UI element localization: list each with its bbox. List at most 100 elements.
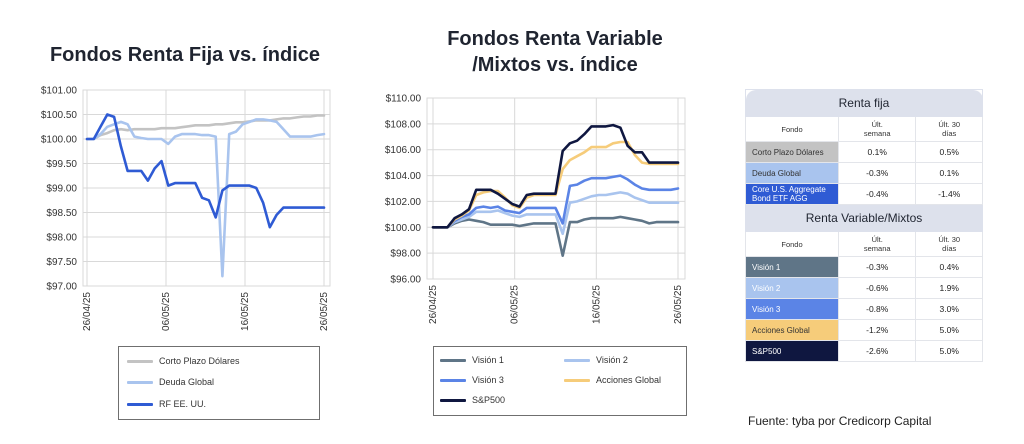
table-row: Corto Plazo Dólares 0.1% 0.5% xyxy=(745,141,983,163)
table-row: Acciones Global -1.2% 5.0% xyxy=(745,319,983,341)
month-return-cell: 5.0% xyxy=(915,319,983,341)
legend-label: Visión 2 xyxy=(596,355,628,365)
fund-name-cell: Visión 3 xyxy=(745,298,839,320)
y-tick-label: $108.00 xyxy=(385,119,422,130)
header-week: Últ. semana xyxy=(837,116,917,142)
header-30-days: Últ. 30 días xyxy=(915,231,983,257)
x-tick-label: 26/04/25 xyxy=(82,292,93,331)
legend-swatch xyxy=(440,378,466,382)
column-header-row: Fondo Últ. semana Últ. 30 días xyxy=(745,116,983,142)
performance-table: Renta fija Fondo Últ. semana Últ. 30 días Co… xyxy=(745,89,983,362)
x-tick-label: 16/05/25 xyxy=(591,285,602,324)
legend-item: Visión 2 xyxy=(564,355,628,365)
header-30-days: Últ. 30 días xyxy=(915,116,983,142)
variable-income-chart-title: Fondos Renta Variable /Mixtos vs. índice xyxy=(447,28,663,76)
legend-label: Corto Plazo Dólares xyxy=(159,356,240,366)
legend-item: Visión 1 xyxy=(440,355,504,365)
y-tick-label: $106.00 xyxy=(385,145,422,156)
y-tick-label: $97.00 xyxy=(46,282,77,293)
y-tick-label: $99.50 xyxy=(46,159,77,170)
week-return-cell: -0.8% xyxy=(837,298,917,320)
variable-income-chart: $110.00 $108.00 $106.00 $104.00 $102.00 $100.… xyxy=(385,94,686,324)
legend-swatch xyxy=(564,378,590,382)
series-line xyxy=(85,114,326,141)
fund-name-cell: S&P500 xyxy=(745,340,839,362)
legend-item: Corto Plazo Dólares xyxy=(127,356,240,366)
table-row: Visión 3 -0.8% 3.0% xyxy=(745,298,983,320)
week-return-cell: 0.1% xyxy=(837,141,917,163)
fixed-income-chart-title: Fondos Renta Fija vs. índice xyxy=(49,44,321,66)
week-return-cell: -2.6% xyxy=(837,340,917,362)
source-note: Fuente: tyba por Credicorp Capital xyxy=(748,414,932,428)
fund-name-cell: Visión 1 xyxy=(745,256,839,278)
renta-fija-header: Renta fija xyxy=(745,89,983,117)
x-tick-label: 26/04/25 xyxy=(428,285,439,324)
legend-item: S&P500 xyxy=(440,395,505,405)
series-line xyxy=(431,191,680,236)
series-line xyxy=(85,113,326,229)
y-tick-label: $100.50 xyxy=(41,110,78,121)
month-return-cell: -1.4% xyxy=(915,183,983,205)
variable-income-legend: Visión 1 Visión 2 Visión 3 Acciones Glob… xyxy=(433,346,687,416)
week-return-cell: -0.4% xyxy=(837,183,917,205)
legend-swatch xyxy=(127,380,153,384)
table-row: Visión 2 -0.6% 1.9% xyxy=(745,277,983,299)
x-tick-label: 06/05/25 xyxy=(161,292,172,331)
table-row: Core U.S. Aggregate Bond ETF AGG -0.4% -1.… xyxy=(745,183,983,205)
y-tick-label: $98.50 xyxy=(46,208,77,219)
month-return-cell: 3.0% xyxy=(915,298,983,320)
table-row: Deuda Global -0.3% 0.1% xyxy=(745,162,983,184)
legend-swatch xyxy=(127,359,153,363)
legend-label: Deuda Global xyxy=(159,377,215,387)
header-fund: Fondo xyxy=(745,231,839,257)
legend-label: S&P500 xyxy=(472,395,506,405)
y-tick-label: $102.00 xyxy=(385,197,422,208)
y-tick-label: $110.00 xyxy=(386,94,422,105)
x-tick-label: 16/05/25 xyxy=(240,292,251,331)
series-line xyxy=(431,215,680,257)
y-tick-label: $104.00 xyxy=(385,171,422,182)
month-return-cell: 0.5% xyxy=(915,141,983,163)
fixed-income-legend: Corto Plazo Dólares Deuda Global RF EE. … xyxy=(118,346,320,420)
section-header-row: Renta fija xyxy=(745,89,983,117)
section-header-row: Renta Variable/Mixtos xyxy=(745,204,983,232)
x-tick-label: 06/05/25 xyxy=(510,285,521,324)
month-return-cell: 0.1% xyxy=(915,162,983,184)
series-line xyxy=(85,118,326,278)
legend-label: RF EE. UU. xyxy=(159,399,207,409)
legend-label: Visión 1 xyxy=(472,355,504,365)
legend-item: RF EE. UU. xyxy=(127,399,206,409)
legend-item: Acciones Global xyxy=(564,375,661,385)
month-return-cell: 0.4% xyxy=(915,256,983,278)
header-week: Últ. semana xyxy=(837,231,917,257)
y-tick-label: $98.00 xyxy=(46,233,77,244)
renta-variable-header: Renta Variable/Mixtos xyxy=(745,204,983,232)
legend-item: Visión 3 xyxy=(440,375,504,385)
fund-name-cell: Corto Plazo Dólares xyxy=(745,141,839,163)
y-tick-label: $97.50 xyxy=(46,257,77,268)
fund-name-cell: Deuda Global xyxy=(745,162,839,184)
legend-label: Visión 3 xyxy=(472,375,504,385)
week-return-cell: -0.3% xyxy=(837,256,917,278)
legend-swatch xyxy=(440,358,466,362)
month-return-cell: 1.9% xyxy=(915,277,983,299)
legend-swatch xyxy=(440,398,466,402)
legend-swatch xyxy=(127,402,153,406)
column-header-row: Fondo Últ. semana Últ. 30 días xyxy=(745,231,983,257)
y-tick-label: $99.00 xyxy=(46,184,77,195)
series-line xyxy=(431,123,680,229)
table-row: S&P500 -2.6% 5.0% xyxy=(745,340,983,362)
x-tick-label: 26/05/25 xyxy=(673,285,684,324)
x-tick-label: 26/05/25 xyxy=(319,292,330,331)
legend-label: Acciones Global xyxy=(596,375,662,385)
week-return-cell: -0.3% xyxy=(837,162,917,184)
y-tick-label: $96.00 xyxy=(390,275,421,286)
fund-name-cell: Visión 2 xyxy=(745,277,839,299)
y-tick-label: $101.00 xyxy=(41,86,78,97)
series-line xyxy=(431,174,680,229)
month-return-cell: 5.0% xyxy=(915,340,983,362)
y-tick-label: $98.00 xyxy=(390,249,421,260)
table-row: Visión 1 -0.3% 0.4% xyxy=(745,256,983,278)
header-fund: Fondo xyxy=(745,116,839,142)
week-return-cell: -1.2% xyxy=(837,319,917,341)
